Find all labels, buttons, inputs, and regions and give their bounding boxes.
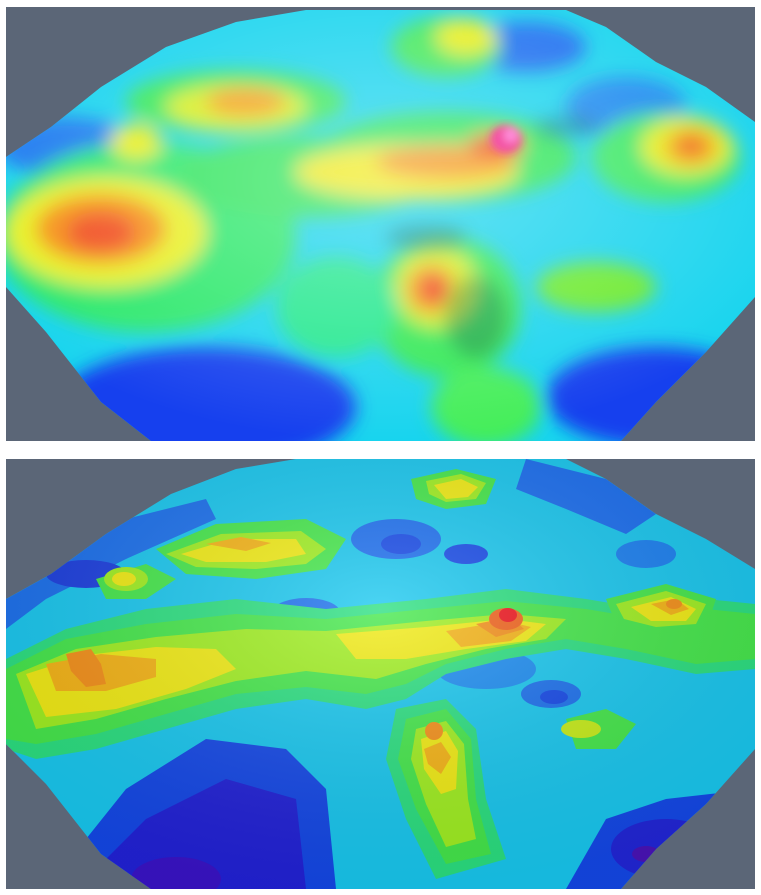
smooth-surface-panel [6,7,755,441]
surface-mesh [6,10,755,441]
smooth-surface-render [6,7,755,441]
banded-surface-panel [6,459,755,889]
banded-surface-render [6,459,755,889]
contour-surface-mesh [6,459,755,889]
